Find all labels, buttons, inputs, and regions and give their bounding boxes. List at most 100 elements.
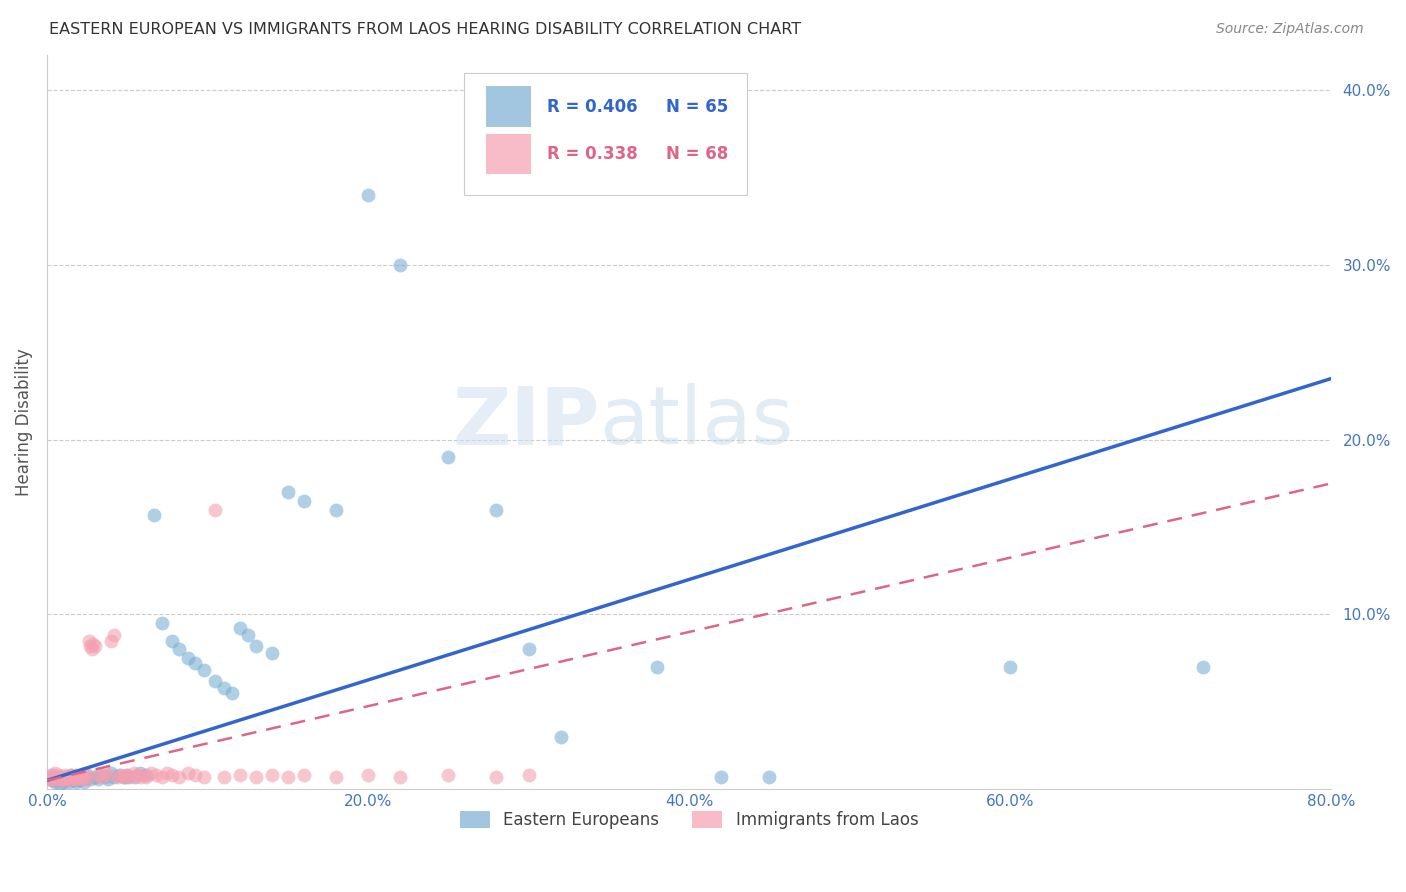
Point [76,772,98,786]
Point [110,768,132,782]
Point [56,772,79,786]
Text: atlas: atlas [599,384,793,461]
Text: R = 0.406: R = 0.406 [547,97,637,116]
Point [62,773,84,788]
Point [63,770,86,784]
Point [177,651,200,665]
Point [93,770,115,784]
Point [84,639,107,653]
Point [75,766,97,780]
Point [63,772,86,786]
Point [124,770,146,784]
Point [73,775,96,789]
Point [41,773,63,788]
Point [51,772,73,786]
Point [67,770,90,784]
Point [115,768,138,782]
FancyBboxPatch shape [464,73,747,194]
Point [325,502,347,516]
Point [46,768,69,782]
Point [46,773,69,788]
Point [292,768,315,782]
Point [389,258,412,272]
Point [55,773,77,788]
Point [122,766,145,780]
Point [44,766,66,780]
Point [100,766,122,780]
Text: R = 0.338: R = 0.338 [547,145,637,163]
Point [66,772,89,786]
Point [59,768,82,782]
Point [37,772,59,786]
Point [100,633,122,648]
Point [87,772,110,786]
Point [112,770,135,784]
Point [70,772,93,786]
Point [59,768,82,782]
Point [160,633,183,648]
Bar [486,134,531,175]
Point [156,766,179,780]
Point [42,768,65,782]
Point [108,768,131,782]
Text: N = 68: N = 68 [666,145,728,163]
Point [62,770,84,784]
Point [437,450,460,464]
Point [183,768,205,782]
Point [145,768,167,782]
Point [55,772,77,786]
Point [45,770,67,784]
Point [277,770,299,784]
Point [115,768,138,782]
Point [485,502,508,516]
Point [82,637,104,651]
Point [645,660,668,674]
Point [120,770,142,784]
Point [550,730,572,744]
Point [132,768,155,782]
Point [97,772,120,786]
Point [260,646,283,660]
Point [52,772,75,786]
Point [129,766,152,780]
Point [260,768,283,782]
Point [79,639,101,653]
Point [125,768,148,782]
Point [357,768,380,782]
Point [437,768,460,782]
Point [76,768,98,782]
Point [177,766,200,780]
Point [44,775,66,789]
Point [221,686,243,700]
Point [115,770,138,784]
Point [143,508,166,522]
Point [39,768,62,782]
Point [167,770,190,784]
Point [52,775,75,789]
Point [485,770,508,784]
Point [93,766,115,780]
Point [107,770,129,784]
Point [292,493,315,508]
Point [245,770,267,784]
Point [69,770,91,784]
Text: ZIP: ZIP [451,384,599,461]
Point [204,673,226,688]
Text: N = 65: N = 65 [666,97,728,116]
Point [90,768,112,782]
Point [167,642,190,657]
Point [103,628,125,642]
Point [41,773,63,788]
Point [193,770,215,784]
Point [77,633,100,648]
Point [67,773,90,788]
Point [129,770,152,784]
Point [277,485,299,500]
Point [212,770,235,784]
Point [103,770,125,784]
Point [212,681,235,695]
Point [53,768,76,782]
Point [152,616,174,631]
Point [228,768,250,782]
Text: Source: ZipAtlas.com: Source: ZipAtlas.com [1216,22,1364,37]
